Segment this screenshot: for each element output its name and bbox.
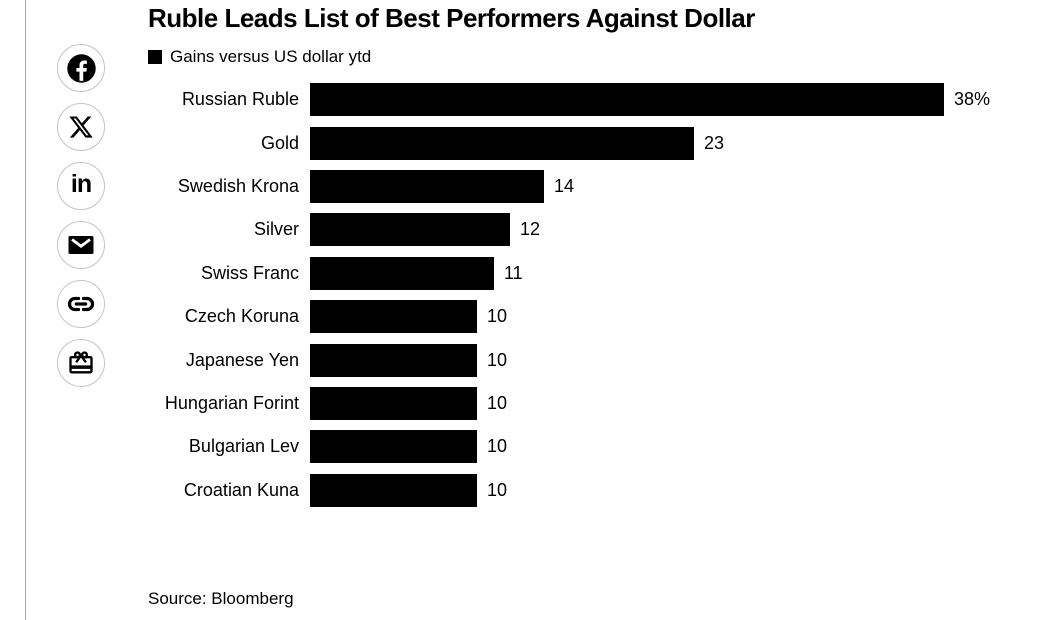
bar-label: Japanese Yen: [185, 349, 299, 370]
bar-value: 14: [554, 175, 575, 196]
bar: [310, 386, 477, 420]
share-email-button[interactable]: [57, 221, 105, 269]
bar-row: Croatian Kuna 10: [148, 469, 1024, 512]
bar-row: Hungarian Forint 10: [148, 382, 1024, 425]
bar-value: 10: [487, 479, 508, 500]
bar-value: 10: [487, 436, 508, 457]
bar-label: Silver: [253, 219, 299, 240]
bar: [310, 213, 510, 247]
bar-label: Croatian Kuna: [183, 479, 299, 500]
share-bar: in: [57, 44, 105, 387]
bar-row: Czech Koruna 10: [148, 295, 1024, 338]
bar-label: Swiss Franc: [200, 262, 299, 283]
bar-value: 23: [704, 132, 725, 153]
bar-value: 10: [487, 349, 508, 370]
legend-label: Gains versus US dollar ytd: [170, 46, 372, 66]
bar: [310, 83, 944, 117]
bar-row: Japanese Yen 10: [148, 338, 1024, 381]
linkedin-icon: in: [70, 170, 92, 198]
bar-rows: Russian Ruble 38% Gold 23 Swedish Krona …: [148, 78, 1024, 512]
link-icon: [66, 289, 96, 319]
email-icon: [66, 230, 96, 260]
bar-value: 10: [487, 306, 508, 327]
bar-value: 11: [504, 262, 523, 283]
share-facebook-button[interactable]: [57, 44, 105, 92]
bar: [310, 343, 477, 377]
bar-row: Swiss Franc 11: [148, 252, 1024, 295]
x-icon: [68, 114, 94, 140]
share-linkedin-button[interactable]: in: [57, 162, 105, 210]
bar: [310, 126, 694, 160]
chart-title: Ruble Leads List of Best Performers Agai…: [148, 3, 755, 33]
bar: [310, 430, 477, 464]
bar-row: Russian Ruble 38%: [148, 78, 1024, 121]
bar-label: Bulgarian Lev: [188, 436, 299, 457]
chart-legend: Gains versus US dollar ytd: [148, 46, 1024, 66]
bar-value: 38%: [954, 89, 991, 110]
facebook-icon: [66, 53, 97, 84]
chart-source: Source: Bloomberg: [148, 589, 294, 608]
bar-label: Czech Koruna: [184, 306, 299, 327]
bar-value: 12: [520, 219, 541, 240]
bar: [310, 473, 477, 507]
bar-label: Swedish Krona: [177, 175, 299, 196]
bar: [310, 256, 494, 290]
gift-icon: [67, 349, 95, 377]
bar-value: 10: [487, 392, 508, 413]
share-x-button[interactable]: [57, 103, 105, 151]
bar: [310, 300, 477, 334]
bar: [310, 169, 544, 203]
bar-row: Swedish Krona 14: [148, 165, 1024, 208]
bar-label: Hungarian Forint: [164, 392, 299, 413]
share-link-button[interactable]: [57, 280, 105, 328]
bar-row: Bulgarian Lev 10: [148, 425, 1024, 468]
left-divider: [25, 0, 26, 620]
bar-label: Gold: [260, 132, 299, 153]
chart: Ruble Leads List of Best Performers Agai…: [148, 0, 1024, 512]
legend-swatch: [148, 49, 162, 64]
bar-label: Russian Ruble: [181, 89, 299, 110]
bar-row: Silver 12: [148, 208, 1024, 251]
bar-row: Gold 23: [148, 121, 1024, 164]
share-gift-button[interactable]: [57, 339, 105, 387]
